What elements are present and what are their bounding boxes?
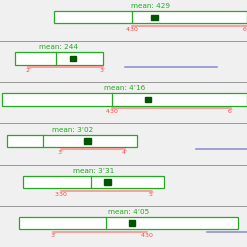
Bar xyxy=(54,11,247,23)
Bar xyxy=(15,52,103,65)
Bar xyxy=(104,179,111,185)
Text: 4 30: 4 30 xyxy=(126,27,138,32)
Bar xyxy=(70,56,76,61)
Text: mean: 4 29: mean: 4 29 xyxy=(131,3,170,9)
Text: mean: 3’31: mean: 3’31 xyxy=(73,168,115,174)
Text: 4 30: 4 30 xyxy=(141,233,153,238)
Bar xyxy=(7,135,137,147)
Bar xyxy=(145,97,151,102)
Bar xyxy=(151,15,158,20)
Text: 3’: 3’ xyxy=(58,150,63,155)
Text: 3 30: 3 30 xyxy=(55,192,66,197)
Text: mean: 2 44: mean: 2 44 xyxy=(39,44,78,50)
Bar xyxy=(84,138,91,144)
Bar xyxy=(19,217,238,229)
Text: 6 3: 6 3 xyxy=(243,27,247,32)
Text: mean: 4’05: mean: 4’05 xyxy=(108,209,149,215)
Text: 3’: 3’ xyxy=(100,68,105,73)
Text: 3’: 3’ xyxy=(50,233,56,238)
Text: 4 30: 4 30 xyxy=(106,109,118,114)
Text: 2’: 2’ xyxy=(25,68,31,73)
Bar xyxy=(23,176,164,188)
Text: mean: 4’16: mean: 4’16 xyxy=(104,85,145,91)
Text: 4’: 4’ xyxy=(122,150,128,155)
Bar xyxy=(129,220,135,226)
Text: 5’: 5’ xyxy=(149,192,155,197)
Text: 6’: 6’ xyxy=(228,109,234,114)
Bar xyxy=(2,93,247,106)
Text: mean: 3’02: mean: 3’02 xyxy=(52,127,93,133)
